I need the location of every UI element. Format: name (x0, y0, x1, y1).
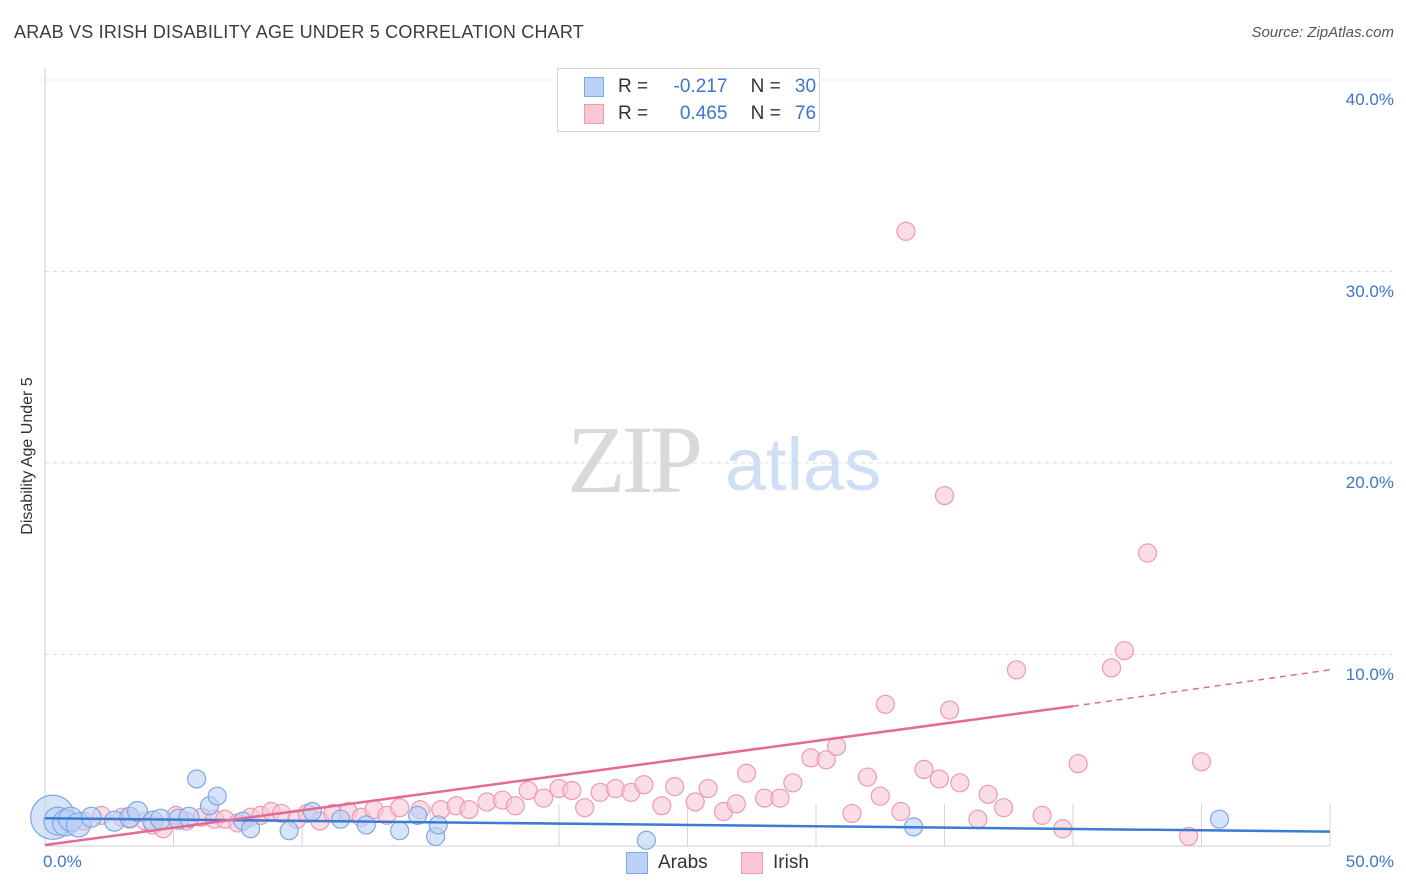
n-value: 30 (794, 76, 817, 97)
arabs-point (636, 830, 656, 850)
irish-point (875, 694, 895, 714)
arabs-point (178, 806, 200, 828)
irish-point (726, 794, 746, 814)
irish-legend-swatch (741, 852, 763, 874)
irish-point (505, 796, 525, 816)
irish-point (1006, 660, 1027, 680)
irish-point (737, 763, 757, 783)
irish-point (994, 798, 1014, 818)
arabs-point (187, 769, 207, 789)
source-label: Source: ZipAtlas.com (1251, 24, 1394, 41)
y-tick-label: 30.0% (1345, 281, 1394, 301)
x-tick-label-min: 0.0% (43, 852, 82, 871)
irish-point (857, 767, 878, 787)
irish-point (770, 788, 790, 808)
irish-point (665, 777, 685, 797)
irish-point (914, 759, 934, 780)
irish-point (940, 700, 960, 720)
chart-title: ARAB VS IRISH DISABILITY AGE UNDER 5 COR… (14, 22, 584, 42)
arabs-point (428, 815, 448, 835)
grid-lines (45, 79, 1392, 655)
irish-point (842, 803, 862, 824)
legend-item-arabs[interactable]: Arabs (626, 852, 708, 874)
n-label: N = (750, 76, 781, 97)
irish-point (1179, 826, 1199, 847)
y-tick-label: 20.0% (1345, 473, 1394, 492)
trend-lines (44, 669, 1331, 847)
stats-box: R = -0.217 N = 30 R = 0.465 N = 76 (557, 68, 820, 132)
irish-trend-line (44, 704, 1074, 847)
irish-point (978, 784, 998, 804)
arabs-point (1209, 809, 1230, 829)
legend-label-arabs: Arabs (658, 852, 708, 873)
watermark-zip: ZIP (567, 406, 700, 513)
y-tick-label: 10.0% (1345, 664, 1394, 684)
irish-point (870, 786, 890, 806)
n-value: 76 (794, 103, 817, 124)
r-value: -0.217 (673, 76, 728, 97)
irish-point (459, 800, 479, 820)
irish-point (891, 801, 911, 822)
irish-point (1137, 543, 1158, 563)
irish-point (950, 773, 970, 793)
arabs-point (302, 801, 322, 822)
irish-point (1114, 641, 1135, 661)
irish-point (518, 780, 538, 801)
irish-point (783, 773, 803, 793)
irish-point (816, 750, 836, 770)
arabs-point (408, 805, 428, 825)
irish-swatch (584, 104, 604, 124)
irish-point (1068, 754, 1088, 774)
irish-point (634, 775, 654, 795)
legend-label-irish: Irish (773, 852, 809, 873)
r-value: 0.465 (679, 103, 728, 124)
r-label: R = (618, 103, 649, 124)
irish-point (698, 778, 718, 799)
r-label: R = (618, 76, 649, 97)
arabs-point (390, 821, 410, 841)
irish-point (1191, 752, 1212, 772)
arabs-point (279, 821, 299, 841)
irish-point (390, 798, 410, 818)
irish-point (1032, 805, 1052, 825)
legend-item-irish[interactable]: Irish (741, 852, 809, 874)
irish-point (896, 221, 916, 241)
x-tick-label-max: 50.0% (1345, 852, 1394, 871)
stats-text-arabs: R = -0.217 N = 30 (618, 76, 816, 98)
y-axis-label: Disability Age Under 5 (19, 377, 36, 535)
arabs-trend-line (44, 816, 1331, 833)
arabs-swatch (584, 77, 604, 97)
watermark: ZIP atlas (567, 406, 881, 513)
y-tick-label: 40.0% (1345, 90, 1394, 109)
arabs-point (207, 786, 227, 806)
irish-point (968, 809, 988, 829)
arabs-point (80, 806, 102, 828)
stats-text-irish: R = 0.465 N = 76 (618, 103, 816, 125)
irish-point (934, 485, 955, 506)
arabs-legend-swatch (626, 852, 648, 874)
irish-point (562, 780, 582, 801)
irish-point (1101, 658, 1122, 678)
arabs-point (330, 809, 351, 829)
irish-point (652, 796, 672, 816)
irish-point (575, 798, 595, 818)
irish-point (533, 788, 554, 808)
arabs-point (126, 800, 149, 823)
irish-point (929, 769, 949, 789)
arabs-point (356, 815, 376, 835)
data-points (30, 221, 1230, 850)
arabs-point (241, 819, 261, 839)
watermark-atlas: atlas (725, 423, 881, 506)
n-label: N = (750, 103, 781, 124)
irish-point (685, 792, 705, 812)
